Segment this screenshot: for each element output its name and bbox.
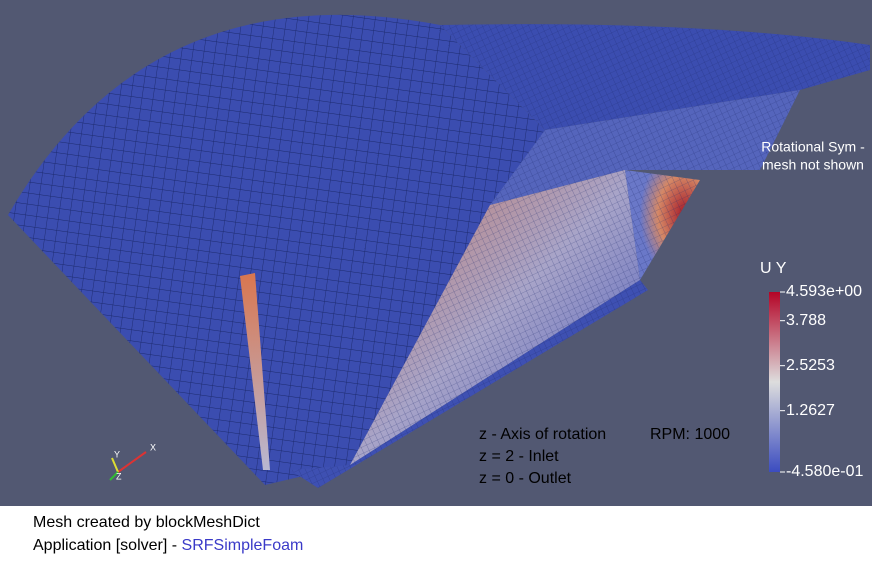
- render-view: X Y Z Rotational Sym - mesh not shown z …: [0, 0, 872, 506]
- annotation: z - Axis of rotation: [479, 426, 606, 443]
- annotation: z = 2 - Inlet: [479, 448, 559, 465]
- caption-line: Application [solver] - SRFSimpleFoam: [33, 537, 303, 555]
- colorbar-tick-label: -4.580e-01: [786, 463, 863, 480]
- note: mesh not shown: [762, 157, 864, 173]
- mesh: [8, 14, 870, 488]
- colorbar: [769, 292, 780, 472]
- rpm: RPM: 1000: [650, 426, 730, 443]
- axis-label: Z: [116, 471, 122, 481]
- colorbar-tick-label: 3.788: [786, 312, 826, 329]
- solver-name: SRFSimpleFoam: [181, 537, 304, 554]
- annotation: z = 0 - Outlet: [479, 470, 572, 487]
- caption-line: Mesh created by blockMeshDict: [33, 514, 260, 531]
- colorbar-tick-label: 4.593e+00: [786, 283, 862, 300]
- colorbar-title: U Y: [760, 260, 787, 277]
- colorbar-tick-label: 2.5253: [786, 357, 835, 374]
- colorbar-tick-label: 1.2627: [786, 402, 835, 419]
- axes-widget: X Y Z: [109, 442, 156, 481]
- axis-label: Y: [114, 449, 120, 459]
- caption-prefix: Application [solver] -: [33, 537, 178, 554]
- note: Rotational Sym -: [761, 139, 865, 155]
- axis-label: X: [150, 442, 156, 452]
